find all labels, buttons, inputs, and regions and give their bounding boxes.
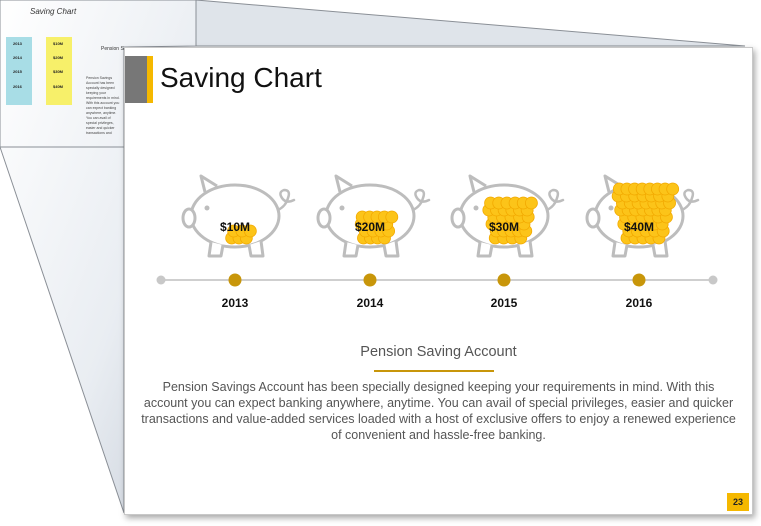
coin-stack	[611, 182, 680, 245]
bg-amount-10m: $10M	[53, 41, 64, 46]
bg-amount-column	[46, 37, 72, 105]
section-heading: Pension Saving Account	[360, 344, 517, 360]
heading-underline	[374, 370, 494, 372]
timeline-end-dot	[708, 275, 718, 285]
year-label-2015: 2015	[490, 296, 518, 310]
savings-timeline	[156, 174, 718, 287]
bg-slide-heading: Pension Sa	[101, 46, 127, 52]
bg-year-2016: 2016	[13, 84, 22, 89]
piggy-bank-icon	[181, 174, 296, 258]
year-label-2014: 2014	[356, 296, 384, 310]
coin-stack	[482, 196, 538, 245]
coin-stack	[354, 210, 399, 245]
bg-slide-title: Saving Chart	[30, 7, 77, 16]
bg-amount-40m: $40M	[53, 84, 64, 89]
bg-slide-paragraph: Pension Savings Account has been special…	[86, 76, 120, 134]
title-accent-grey	[125, 56, 147, 103]
title-accent-gold	[147, 56, 153, 103]
timeline-marker	[228, 273, 242, 287]
bg-year-column	[6, 37, 32, 105]
amount-label-2013: $10M	[219, 220, 251, 234]
amount-label-2014: $20M	[354, 220, 386, 234]
amount-label-2016: $40M	[623, 220, 655, 234]
bg-year-2014: 2014	[13, 55, 22, 60]
piggy-bank-icon	[450, 174, 565, 258]
piggy-bank-icon	[316, 174, 431, 258]
piggy-bank-icon	[585, 174, 700, 258]
year-label-2013: 2013	[221, 296, 249, 310]
bg-amount-30m: $30M	[53, 69, 64, 74]
year-label-2016: 2016	[625, 296, 653, 310]
timeline-marker	[497, 273, 511, 287]
bg-amount-20m: $20M	[53, 55, 64, 60]
bg-year-2015: 2015	[13, 69, 22, 74]
description-paragraph: Pension Savings Account has been special…	[141, 380, 736, 442]
timeline-start-dot	[156, 275, 166, 285]
timeline-marker	[363, 273, 377, 287]
page-number-badge: 23	[727, 493, 749, 511]
main-slide: Saving Chart $10M $20M $30M $40M 2013 20…	[124, 47, 753, 515]
bg-year-2013: 2013	[13, 41, 22, 46]
slide-title: Saving Chart	[160, 62, 322, 93]
coin-stack	[225, 224, 257, 245]
amount-label-2015: $30M	[488, 220, 520, 234]
timeline-marker	[632, 273, 646, 287]
